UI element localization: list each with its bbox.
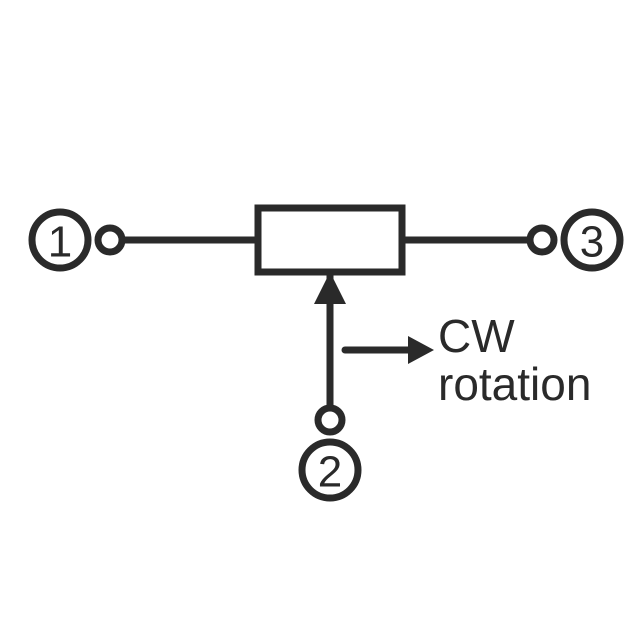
- pin-3-label: 3: [580, 218, 604, 267]
- potentiometer-schematic: 1 2 3 CW rotation: [0, 0, 640, 640]
- cw-text-line2: rotation: [438, 358, 591, 410]
- pin-2: 2: [302, 442, 358, 498]
- cw-text-line1: CW: [438, 310, 515, 362]
- pin-3: 3: [564, 212, 620, 268]
- pin-1: 1: [32, 212, 88, 268]
- terminal-3-dot: [530, 228, 554, 252]
- pin-1-label: 1: [48, 218, 72, 267]
- resistor-body: [258, 208, 402, 272]
- pin-2-label: 2: [318, 448, 342, 497]
- terminal-1-dot: [98, 228, 122, 252]
- terminal-2-dot: [318, 408, 342, 432]
- cw-arrowhead: [408, 336, 434, 364]
- wiper-arrowhead: [314, 272, 346, 304]
